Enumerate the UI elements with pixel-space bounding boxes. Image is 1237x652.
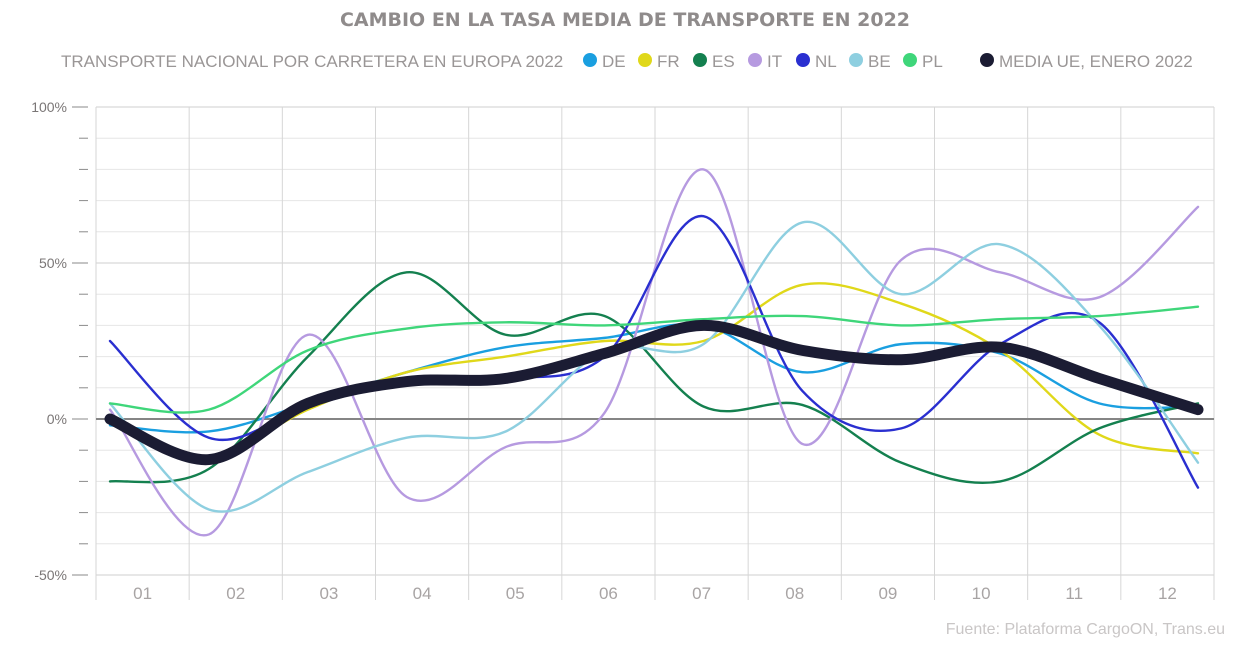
y-tick-label: -50% xyxy=(34,567,67,583)
legend-marker xyxy=(980,53,994,67)
y-tick-label: 0% xyxy=(47,411,67,427)
series-line-es xyxy=(108,271,1200,485)
x-tick-label: 11 xyxy=(1065,584,1083,603)
series-line-media-ue-enero-2022 xyxy=(104,319,1204,466)
x-tick-label: 10 xyxy=(972,584,991,603)
source-note: Fuente: Plataforma CargoON, Trans.eu xyxy=(946,621,1225,638)
legend: DE FR ES IT NL BE PL MEDIA UE, ENERO 2022 xyxy=(583,52,1193,71)
legend-marker xyxy=(849,53,863,67)
series-line-it xyxy=(108,168,1200,537)
legend-label: BE xyxy=(868,52,891,71)
x-tick-label: 04 xyxy=(413,584,432,603)
legend-marker xyxy=(796,53,810,67)
x-tick-label: 07 xyxy=(692,584,711,603)
x-tick-label: 03 xyxy=(319,584,338,603)
x-tick-label: 06 xyxy=(599,584,618,603)
chart-title: CAMBIO EN LA TASA MEDIA DE TRANSPORTE EN… xyxy=(340,9,910,31)
chart-subtitle: TRANSPORTE NACIONAL POR CARRETERA EN EUR… xyxy=(61,52,563,71)
x-tick-label: 09 xyxy=(878,584,897,603)
legend-marker xyxy=(583,53,597,67)
series-line-pl xyxy=(108,305,1200,414)
x-tick-label: 05 xyxy=(506,584,525,603)
legend-label: DE xyxy=(602,52,626,71)
legend-label: IT xyxy=(767,52,782,71)
x-axis: 01 02 03 04 05 06 07 08 09 10 11 12 xyxy=(133,584,1177,603)
x-tick-label: 02 xyxy=(226,584,245,603)
y-tick-label: 50% xyxy=(39,255,67,271)
legend-label: MEDIA UE, ENERO 2022 xyxy=(999,52,1193,71)
legend-marker xyxy=(693,53,707,67)
legend-label: ES xyxy=(712,52,735,71)
legend-marker xyxy=(748,53,762,67)
series-lines xyxy=(104,168,1204,537)
legend-marker xyxy=(638,53,652,67)
x-tick-label: 12 xyxy=(1158,584,1177,603)
series-line-be xyxy=(108,220,1200,513)
x-tick-label: 01 xyxy=(133,584,152,603)
y-tick-label: 100% xyxy=(31,99,67,115)
legend-label: PL xyxy=(922,52,943,71)
legend-marker xyxy=(903,53,917,67)
y-axis: -50% 0% 50% 100% xyxy=(31,99,88,583)
x-tick-label: 08 xyxy=(785,584,804,603)
legend-label: NL xyxy=(815,52,837,71)
legend-label: FR xyxy=(657,52,680,71)
